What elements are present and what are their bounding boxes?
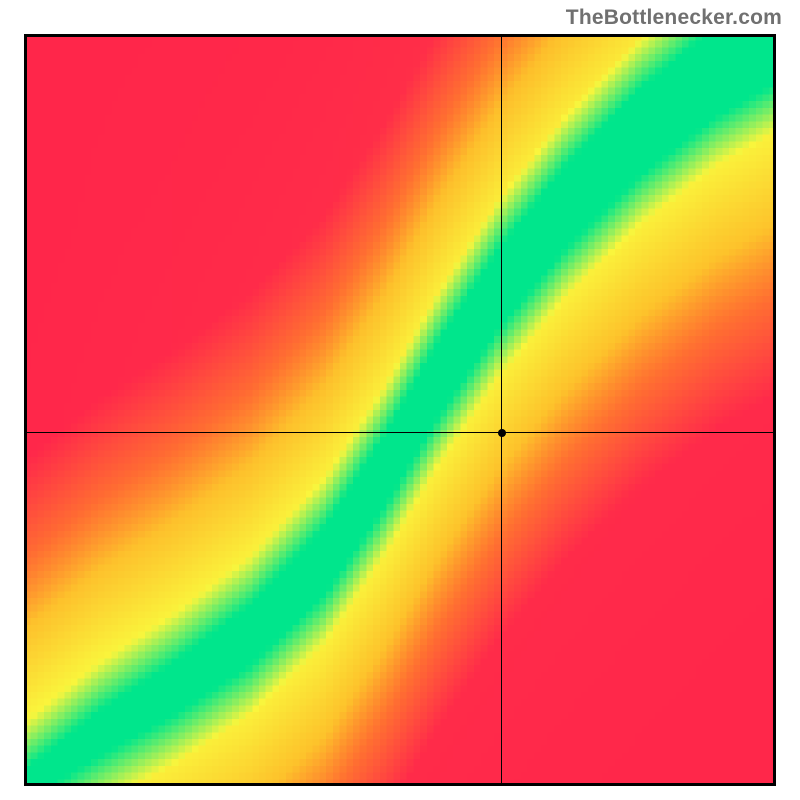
root-container: TheBottlenecker.com (0, 0, 800, 800)
heatmap-chart (24, 34, 776, 786)
attribution-text: TheBottlenecker.com (566, 6, 782, 30)
heatmap-canvas (24, 34, 776, 786)
